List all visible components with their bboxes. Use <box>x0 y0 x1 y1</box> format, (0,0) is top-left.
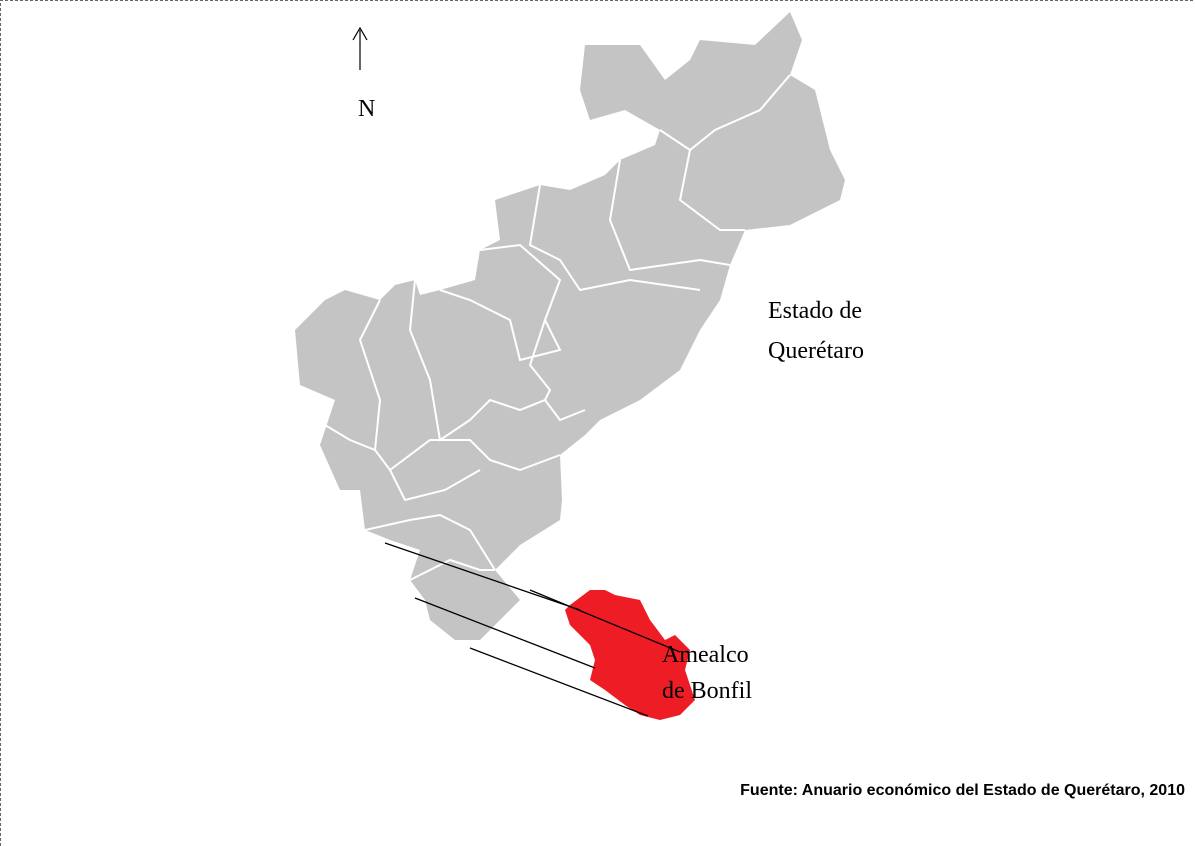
source-note: Fuente: Anuario económico del Estado de … <box>740 782 1185 799</box>
north-label: N <box>358 96 375 122</box>
state-label: Estado de <box>768 298 862 324</box>
north-arrow-head <box>352 26 368 41</box>
state-label: Querétaro <box>768 338 864 364</box>
highlight-label: Amealco <box>662 642 749 668</box>
state-shape <box>295 12 845 640</box>
highlighted-municipality <box>565 590 695 720</box>
callout-lines <box>384 542 681 717</box>
highlight-label: de Bonfil <box>662 678 752 704</box>
municipal-borders <box>324 74 791 581</box>
